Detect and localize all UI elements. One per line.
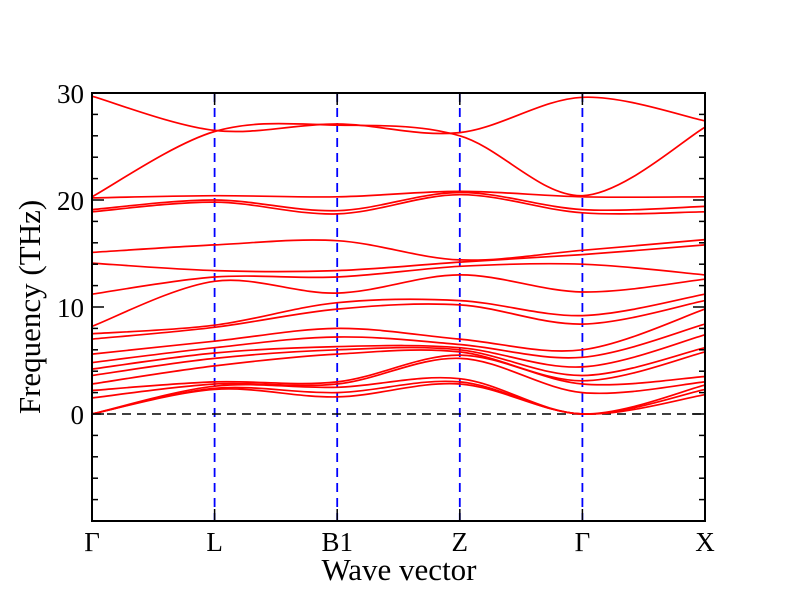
high-symmetry-lines <box>213 93 584 521</box>
x-tick-label-5: X <box>695 527 715 557</box>
x-tick-label-4: Γ <box>575 527 591 557</box>
band-line-7 <box>91 346 706 377</box>
y-tick-label-1: 10 <box>57 293 84 323</box>
y-tick-label-2: 20 <box>57 186 84 216</box>
band-line-18 <box>91 191 706 212</box>
band-line-3 <box>91 376 706 415</box>
y-tick-labels: 0 10 20 30 <box>57 79 84 430</box>
band-line-20 <box>91 122 706 198</box>
x-tick-label-3: Z <box>452 527 469 557</box>
band-line-21 <box>91 95 706 135</box>
x-tick-label-2: B1 <box>321 527 353 557</box>
band-line-14 <box>91 262 706 296</box>
band-line-11 <box>91 299 706 340</box>
x-tick-label-1: L <box>206 527 223 557</box>
x-tick-labels: Γ L B1 Z Γ X <box>84 527 715 557</box>
band-line-16 <box>91 238 706 261</box>
phonon-bands <box>91 95 706 415</box>
band-line-17 <box>91 193 706 215</box>
band-line-4 <box>91 357 706 399</box>
band-line-5 <box>91 354 706 392</box>
band-line-6 <box>91 349 706 385</box>
band-line-1 <box>91 382 706 415</box>
band-line-12 <box>91 293 706 335</box>
y-tick-label-3: 30 <box>57 79 84 109</box>
band-line-8 <box>91 333 706 370</box>
band-line-10 <box>91 308 706 355</box>
x-tick-label-0: Γ <box>84 527 100 557</box>
axis-ticks <box>91 92 706 522</box>
plot-frame <box>91 92 706 522</box>
x-axis-label: Wave vector <box>322 552 478 587</box>
y-axis-label: Frequency (THz) <box>12 200 47 414</box>
band-line-9 <box>91 323 706 364</box>
band-line-13 <box>91 274 706 328</box>
y-tick-label-0: 0 <box>71 400 85 430</box>
band-line-15 <box>91 244 706 273</box>
band-line-19 <box>91 190 706 199</box>
